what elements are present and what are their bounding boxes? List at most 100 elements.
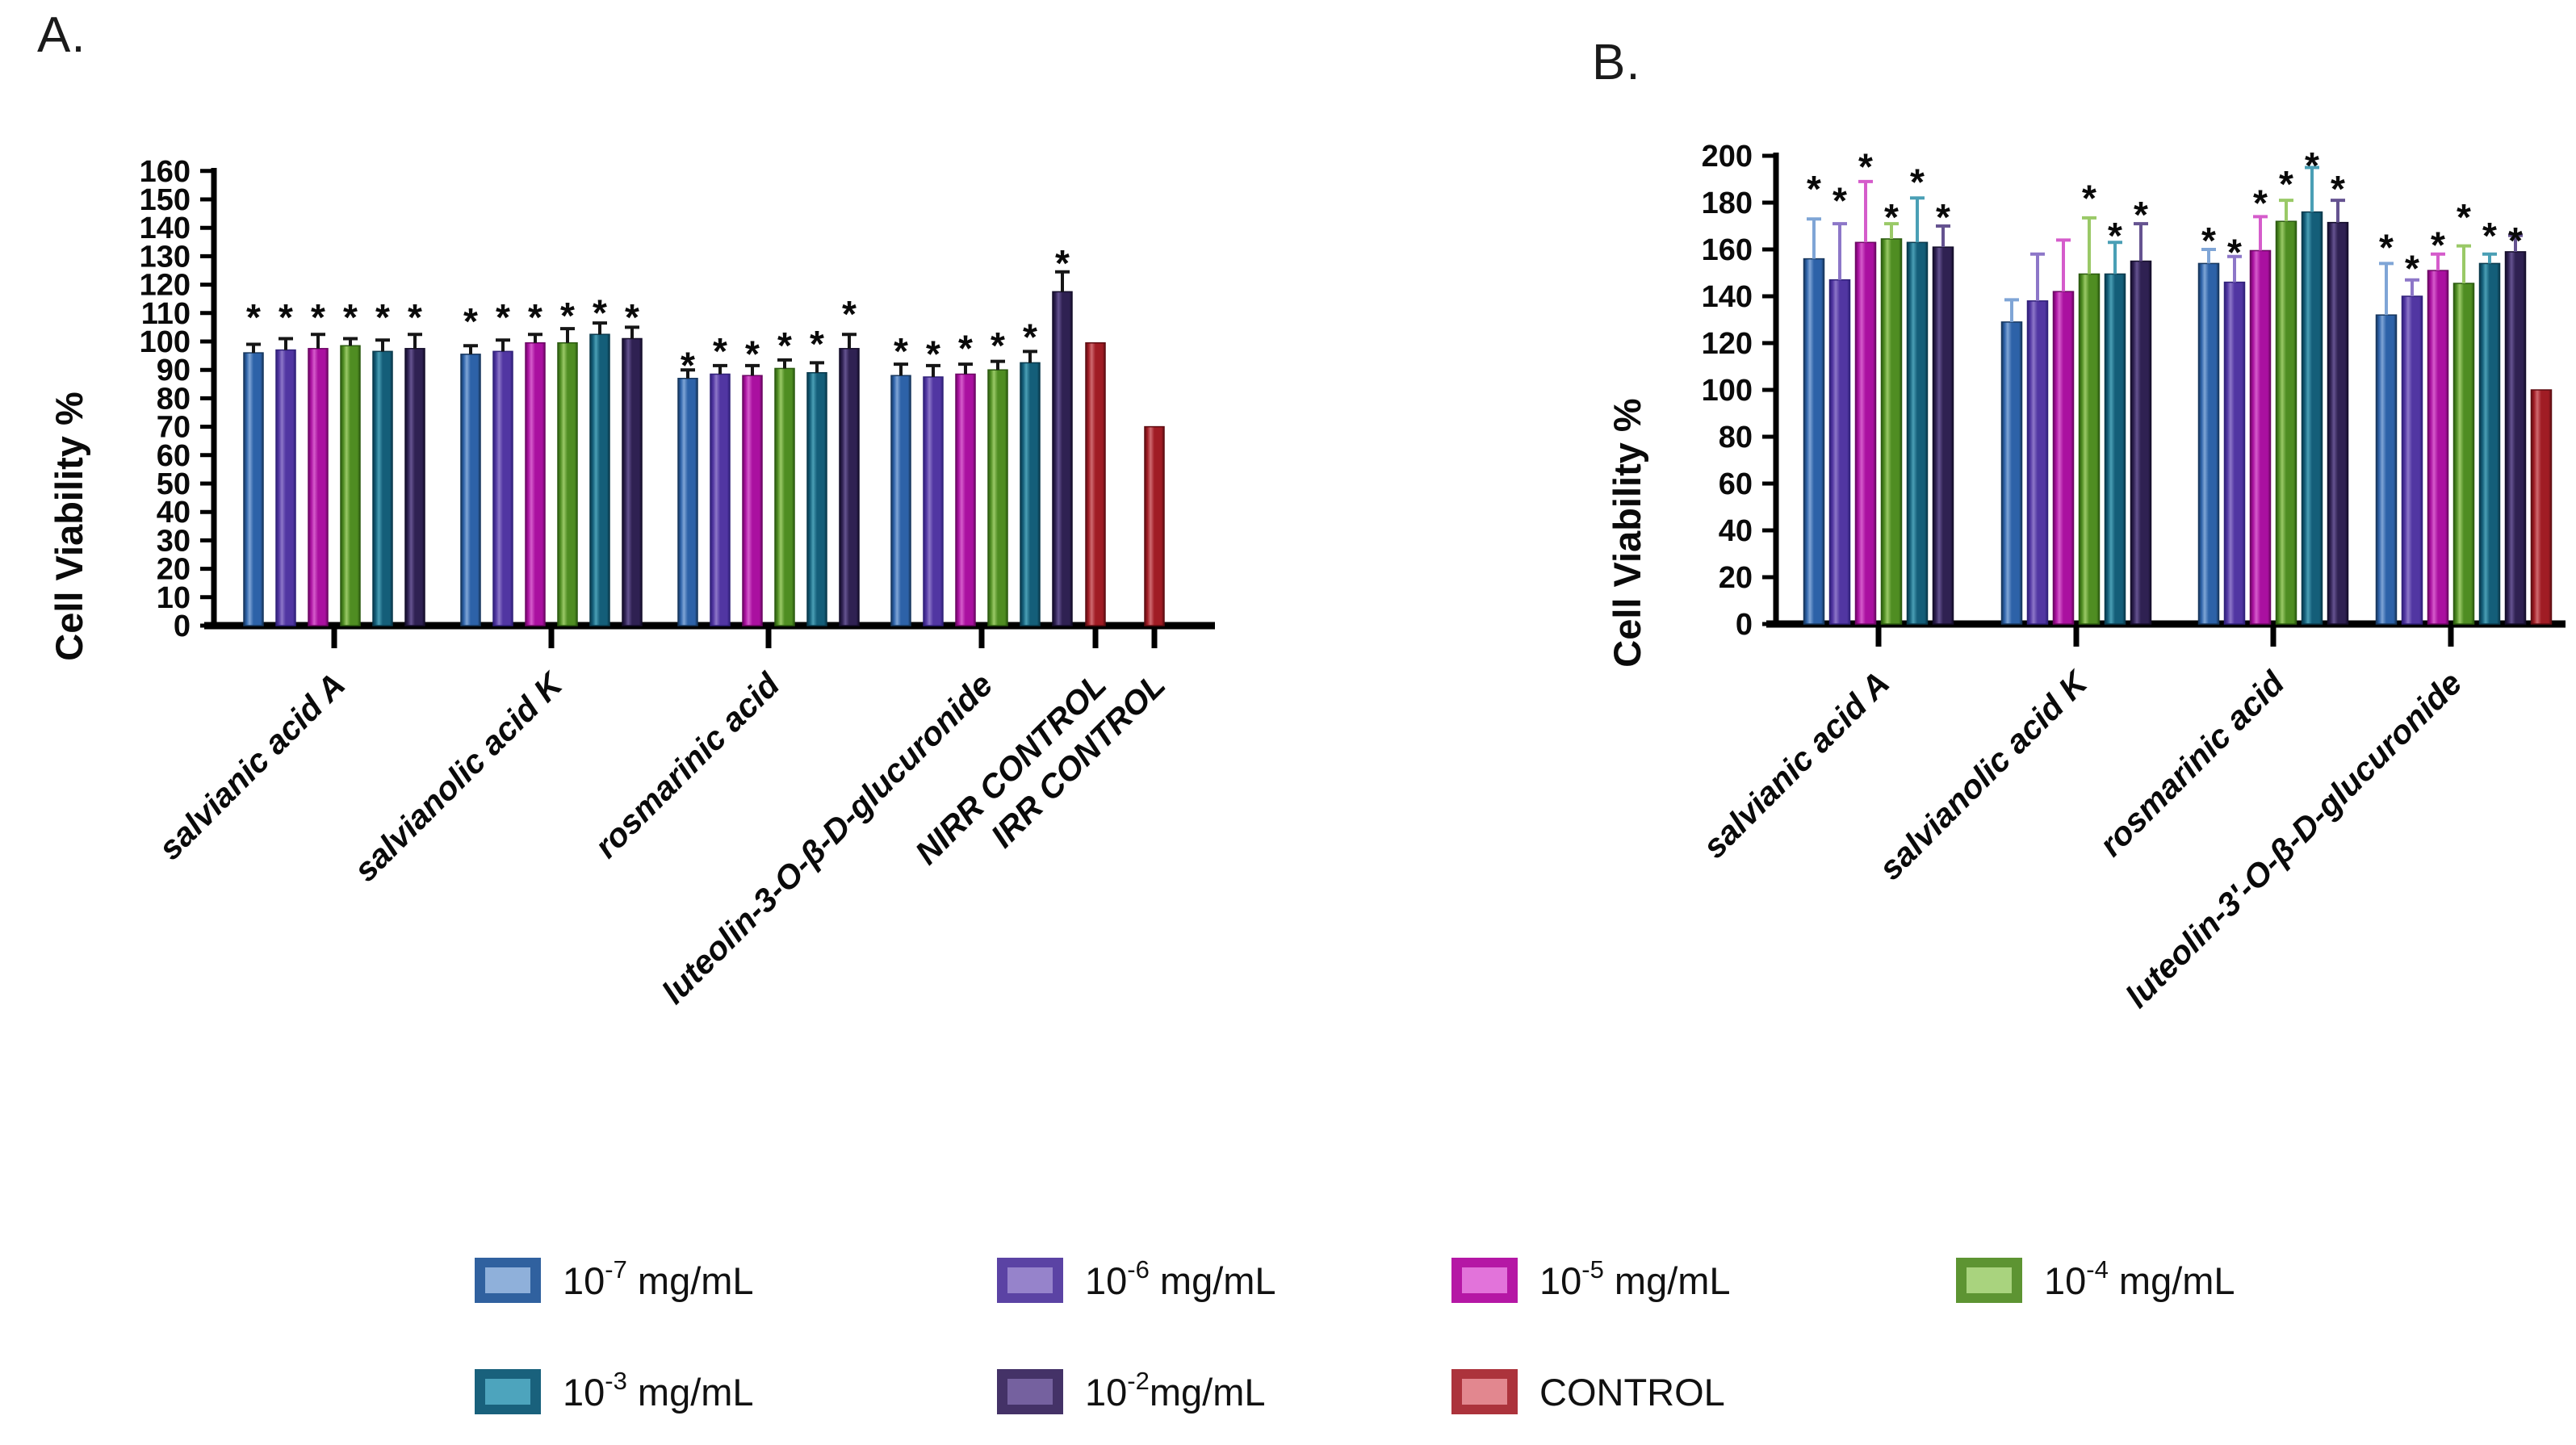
- significance-star: *: [1910, 161, 1925, 203]
- significance-star: *: [2108, 215, 2122, 257]
- bar-a-c1e5-g3: [742, 375, 763, 626]
- significance-star: *: [343, 296, 358, 338]
- significance-star: *: [496, 296, 510, 338]
- bar-b-c1e3-g1: [1906, 241, 1929, 625]
- significance-star: *: [2082, 178, 2096, 220]
- significance-star: *: [1023, 316, 1037, 358]
- bar-b-c1e3-g2: [2104, 273, 2126, 625]
- bar-b-c1e4-g3: [2275, 220, 2297, 625]
- bar-a-c1e2-g3: [839, 348, 860, 626]
- bar-b-c1e2-g1: [1932, 246, 1954, 625]
- bar-b-c1e6-g3: [2223, 281, 2246, 625]
- bar-b-c1e5-g2: [2052, 291, 2075, 625]
- bar-b-c1e4-g2: [2078, 273, 2101, 625]
- significance-star: *: [1858, 145, 1873, 187]
- significance-star: *: [681, 345, 695, 387]
- bar-a-c1e2-g1: [404, 348, 425, 626]
- bar-b-c1e3-g4: [2478, 262, 2501, 625]
- bar-a-c1e6-g2: [492, 350, 513, 626]
- significance-star: *: [991, 325, 1005, 366]
- y-tick-label: 80: [157, 382, 191, 416]
- significance-star: *: [2279, 163, 2293, 205]
- significance-star: *: [1936, 196, 1950, 238]
- bar-b-c1e7-g4: [2375, 314, 2398, 625]
- bar-b-c1e6-g4: [2401, 295, 2423, 625]
- y-tick-label: 130: [140, 240, 191, 274]
- bar-a-c1e3-g2: [589, 333, 610, 626]
- chart-a: 0102030405060708090100110120130140150160…: [48, 155, 1215, 1011]
- chart-b: 0 20 40 60 80 100 120 140 160 180 200 Cell Viabilit…: [1606, 140, 2566, 1015]
- bar-b-c1e5-g1: [1854, 241, 1877, 625]
- significance-star: *: [958, 327, 973, 369]
- bar-a-c1e6-g1: [275, 349, 296, 626]
- bar-b-c1e4-g4: [2452, 283, 2475, 625]
- significance-star: *: [2305, 144, 2319, 186]
- significance-star: *: [2457, 196, 2471, 238]
- bar-a-c1e7-g4: [890, 375, 911, 626]
- bar-a-c1e6-g3: [710, 373, 731, 626]
- bar-b-c1e7-g1: [1803, 258, 1825, 625]
- bar-a-c1e7-g1: [243, 352, 264, 626]
- bar-a-c1e5-g4: [955, 373, 976, 626]
- y-axis-title-a: Cell Viability %: [48, 392, 90, 660]
- x-category-label: rosmarinic acid: [588, 665, 788, 865]
- x-category-label: salvianic acid A: [1695, 664, 1896, 865]
- y-tick-label: 50: [157, 467, 191, 501]
- bar-a-c1e4-g1: [340, 345, 361, 626]
- y-tick-label: 10: [157, 581, 191, 615]
- significance-star: *: [375, 296, 390, 338]
- bar-a-c1e4-g2: [557, 342, 578, 626]
- bar-a-c1e7-g2: [460, 354, 481, 626]
- significance-star: *: [246, 296, 261, 338]
- y-tick-label: 80: [1719, 421, 1753, 454]
- bar-a-c1e6-g4: [923, 376, 944, 626]
- bar-b-c1e6-g2: [2026, 300, 2049, 625]
- x-category-label: salvianic acid A: [151, 666, 352, 867]
- bar-a-c1e5-g2: [525, 342, 546, 626]
- y-tick-label: 150: [140, 183, 191, 217]
- y-tick-label: 140: [140, 212, 191, 245]
- bar-a-c1e3-g4: [1020, 362, 1041, 626]
- significance-star: *: [2482, 215, 2497, 257]
- y-tick-label: 20: [157, 553, 191, 587]
- y-tick-label: 0: [174, 609, 191, 643]
- y-tick-label: 40: [157, 496, 191, 530]
- significance-star: *: [528, 296, 542, 338]
- bar-b-c1e3-g3: [2301, 211, 2323, 625]
- bar-a-c1e4-g3: [774, 367, 795, 626]
- significance-star: *: [2134, 194, 2148, 236]
- y-tick-label: 140: [1702, 280, 1753, 314]
- significance-star: *: [560, 295, 575, 337]
- significance-star: *: [842, 293, 857, 335]
- y-tick-label: 0: [1736, 608, 1753, 642]
- significance-star: *: [1884, 196, 1899, 238]
- y-tick-label: 120: [140, 269, 191, 303]
- significance-star: *: [810, 323, 824, 365]
- significance-star: *: [2331, 168, 2345, 210]
- y-tick-label: 200: [1702, 140, 1753, 174]
- significance-star: *: [408, 296, 422, 338]
- x-category-label: luteolin-3'-O-β-D-glucuronide: [2118, 664, 2469, 1015]
- bar-b-c1e6-g1: [1828, 279, 1851, 625]
- bar-b-control-g5: [2530, 389, 2553, 625]
- bar-a-c1e5-g1: [308, 348, 329, 626]
- significance-star: *: [593, 291, 607, 333]
- y-tick-label: 30: [157, 524, 191, 558]
- bar-b-c1e2-g4: [2504, 251, 2527, 625]
- y-axis-title-b: Cell Viability %: [1606, 398, 1648, 667]
- significance-star: *: [894, 330, 908, 372]
- significance-star: *: [1055, 242, 1070, 284]
- bar-b-c1e5-g4: [2427, 270, 2449, 625]
- significance-star: *: [2253, 182, 2268, 224]
- bar-a-c1e7-g3: [677, 378, 698, 626]
- y-tick-label: 160: [140, 155, 191, 189]
- y-tick-label: 70: [157, 411, 191, 445]
- significance-star: *: [1807, 168, 1821, 210]
- bar-b-c1e5-g3: [2249, 249, 2272, 625]
- significance-star: *: [2227, 231, 2242, 273]
- significance-star: *: [625, 296, 639, 338]
- x-category-label: salvianolic acid K: [1872, 662, 2096, 886]
- y-tick-label: 100: [140, 325, 191, 359]
- bar-a-c1e3-g1: [372, 350, 393, 626]
